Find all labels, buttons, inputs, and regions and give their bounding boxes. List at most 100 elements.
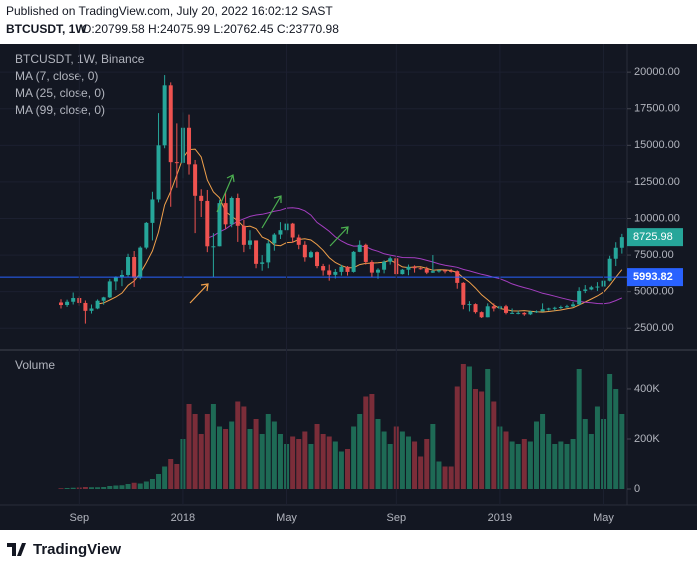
x-tick-label: May bbox=[276, 512, 297, 524]
volume-bar bbox=[405, 436, 411, 489]
candle-body bbox=[357, 244, 362, 252]
published-text: Published on TradingView.com, July 20, 2… bbox=[6, 4, 333, 18]
candle-body bbox=[528, 311, 533, 315]
candle-body bbox=[187, 127, 192, 165]
candle-body bbox=[564, 306, 569, 308]
volume-bar bbox=[442, 466, 448, 489]
volume-bar bbox=[259, 434, 265, 489]
candle-body bbox=[89, 308, 94, 311]
candle-body bbox=[308, 252, 313, 258]
volume-bar bbox=[296, 439, 302, 489]
candle-body bbox=[296, 237, 301, 245]
volume-bar bbox=[503, 431, 509, 489]
volume-bar bbox=[515, 444, 521, 489]
y-tick-label: 20000.00 bbox=[634, 66, 680, 78]
candle-body bbox=[619, 237, 624, 248]
candle-body bbox=[577, 290, 582, 305]
volume-bar bbox=[485, 369, 491, 489]
ohlc-text: O:20799.58 H:24075.99 L:20762.45 C:23770… bbox=[82, 22, 339, 36]
volume-bar bbox=[119, 485, 125, 489]
candle-body bbox=[418, 268, 423, 270]
volume-bar bbox=[277, 434, 283, 489]
volume-bar bbox=[308, 444, 314, 489]
volume-bar bbox=[357, 414, 363, 489]
volume-bar bbox=[473, 389, 479, 489]
candle-body bbox=[558, 307, 563, 309]
volume-bar bbox=[162, 466, 168, 489]
candle-body bbox=[144, 222, 149, 248]
candle-body bbox=[412, 266, 417, 269]
candle-body bbox=[138, 247, 143, 278]
volume-bar bbox=[430, 424, 436, 489]
volume-bar bbox=[64, 488, 70, 489]
volume-bar bbox=[210, 404, 216, 489]
candle-body bbox=[71, 298, 76, 302]
candle-body bbox=[540, 309, 545, 312]
volume-bar bbox=[198, 434, 204, 489]
volume-bar bbox=[479, 391, 485, 489]
candle-body bbox=[217, 203, 222, 247]
arrow bbox=[189, 283, 209, 304]
volume-bar bbox=[223, 429, 229, 489]
legend-entry: MA (25, close, 0) bbox=[15, 86, 105, 100]
candle-body bbox=[430, 271, 435, 273]
candle-body bbox=[382, 261, 387, 270]
volume-bar bbox=[125, 484, 131, 489]
candle-body bbox=[485, 306, 490, 318]
candle-body bbox=[375, 269, 380, 273]
volume-bar bbox=[418, 456, 424, 489]
candle-body bbox=[260, 262, 265, 264]
candle-body bbox=[272, 234, 277, 244]
volume-bar bbox=[235, 401, 241, 489]
y-tick-label: 2500.00 bbox=[634, 322, 674, 334]
volume-bar bbox=[107, 486, 113, 489]
volume-bar bbox=[82, 487, 88, 489]
volume-bar bbox=[375, 419, 381, 489]
y-tick-label: 400K bbox=[634, 383, 660, 395]
symbol-text: BTCUSDT, 1W bbox=[6, 22, 87, 36]
candle-body bbox=[504, 306, 509, 313]
volume-bar bbox=[58, 488, 64, 489]
volume-bar bbox=[345, 449, 351, 489]
volume-bar bbox=[216, 426, 222, 489]
candle-body bbox=[552, 307, 557, 309]
volume-bar bbox=[564, 444, 570, 489]
volume-bar bbox=[95, 487, 101, 489]
volume-bar bbox=[546, 434, 552, 489]
volume-bar bbox=[491, 401, 497, 489]
candle-body bbox=[223, 203, 228, 225]
volume-bar bbox=[253, 419, 259, 489]
arrow bbox=[216, 174, 235, 213]
candle-body bbox=[119, 274, 124, 278]
candle-body bbox=[126, 256, 131, 275]
volume-bar bbox=[204, 414, 210, 489]
volume-bar bbox=[521, 439, 527, 489]
volume-bar bbox=[192, 414, 198, 489]
candle-body bbox=[461, 282, 466, 305]
volume-bar bbox=[156, 474, 162, 489]
candle-body bbox=[516, 312, 521, 314]
legend-entry: MA (7, close, 0) bbox=[15, 69, 98, 83]
volume-bar bbox=[576, 369, 582, 489]
volume-bar bbox=[369, 394, 375, 489]
volume-bar bbox=[527, 441, 533, 489]
arrow bbox=[329, 226, 349, 247]
volume-bar bbox=[351, 426, 357, 489]
candle-body bbox=[254, 240, 259, 264]
candle-body bbox=[443, 270, 448, 272]
candle-body bbox=[83, 302, 88, 311]
candle-body bbox=[302, 244, 307, 258]
candle-body bbox=[211, 246, 216, 248]
candle-body bbox=[156, 145, 161, 200]
x-tick-label: May bbox=[593, 512, 614, 524]
x-tick-label: Sep bbox=[386, 512, 406, 524]
volume-bar bbox=[229, 421, 235, 489]
candle-body bbox=[400, 269, 405, 275]
candle-body bbox=[424, 268, 429, 273]
volume-bar bbox=[387, 444, 393, 489]
candle-body bbox=[174, 162, 179, 164]
volume-bar bbox=[149, 479, 155, 489]
volume-bar bbox=[399, 431, 405, 489]
volume-bar bbox=[607, 374, 613, 489]
volume-bar bbox=[540, 414, 546, 489]
